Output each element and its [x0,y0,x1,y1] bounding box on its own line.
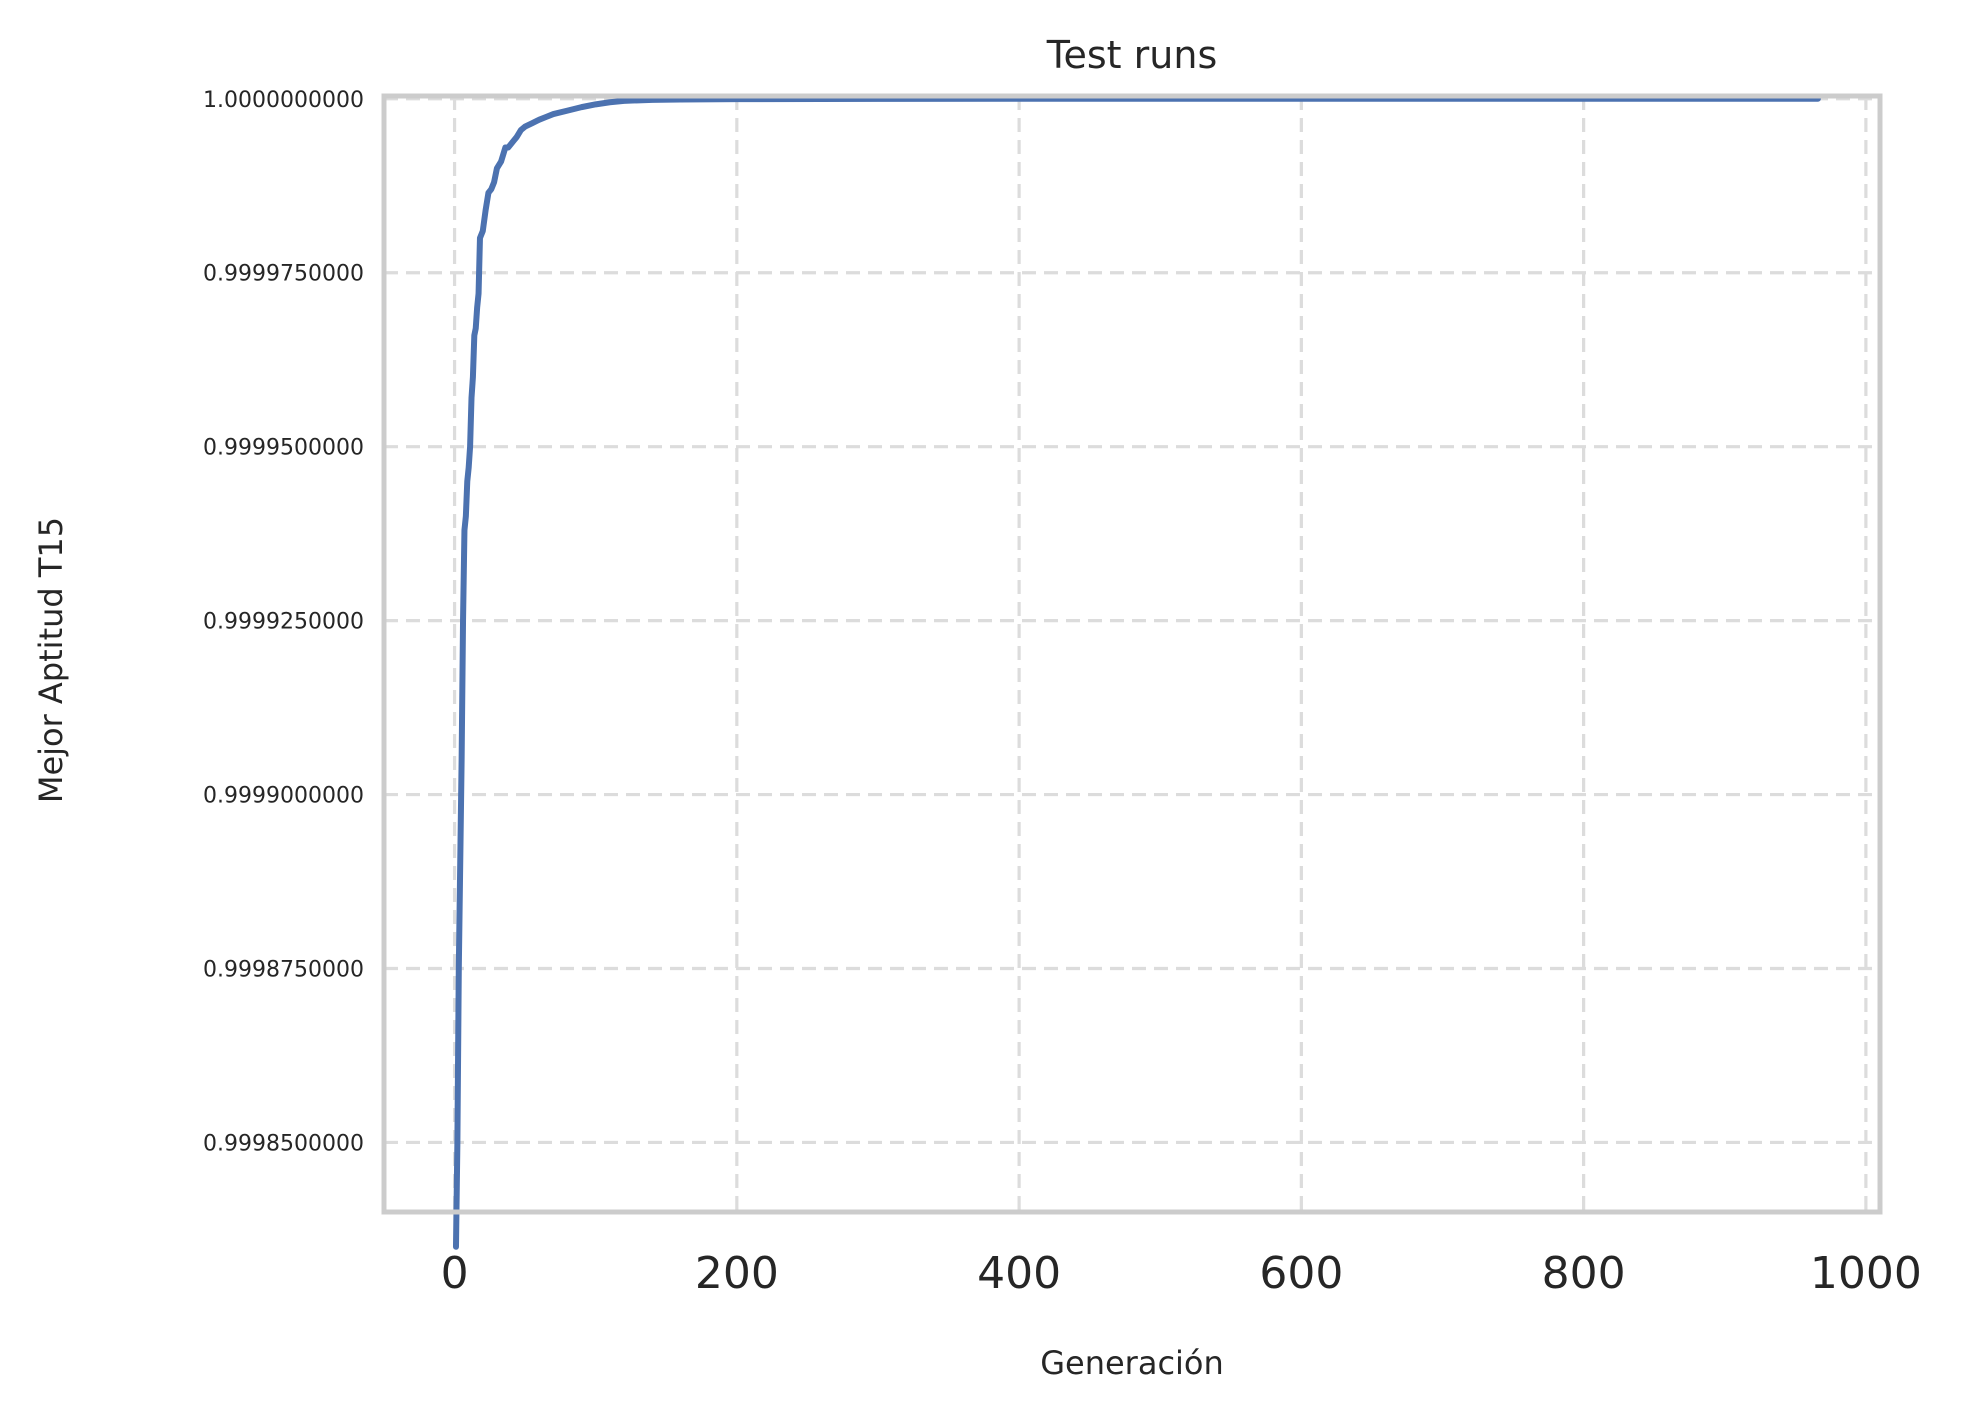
y-tick-label: 0.9998750000 [203,957,364,982]
y-tick-label: 0.9999750000 [203,262,364,287]
chart-title: Test runs [1046,33,1218,77]
y-tick-label: 0.9998500000 [203,1131,364,1156]
series-line [452,95,1821,1250]
series-layer [452,95,1821,1250]
tick-labels: 0 200 400 600 800 1000 0.9998500000 0.999875000… [203,88,1922,1299]
x-tick-label: 800 [1542,1248,1626,1299]
x-tick-label: 600 [1259,1248,1343,1299]
y-axis-label: Mejor Aptitud T15 [32,517,70,803]
x-tick-label: 400 [977,1248,1061,1299]
grid-lines [384,96,1880,1212]
x-tick-label: 1000 [1810,1248,1922,1299]
x-tick-label: 0 [441,1248,469,1299]
y-tick-label: 0.9999500000 [203,436,364,461]
x-axis-label: Generación [1040,1344,1224,1382]
plot-frame [381,93,1883,1215]
y-tick-label: 0.9999000000 [203,784,364,809]
x-tick-label: 200 [695,1248,779,1299]
y-tick-label: 0.9999250000 [203,610,364,635]
y-tick-label: 1.0000000000 [203,88,364,113]
